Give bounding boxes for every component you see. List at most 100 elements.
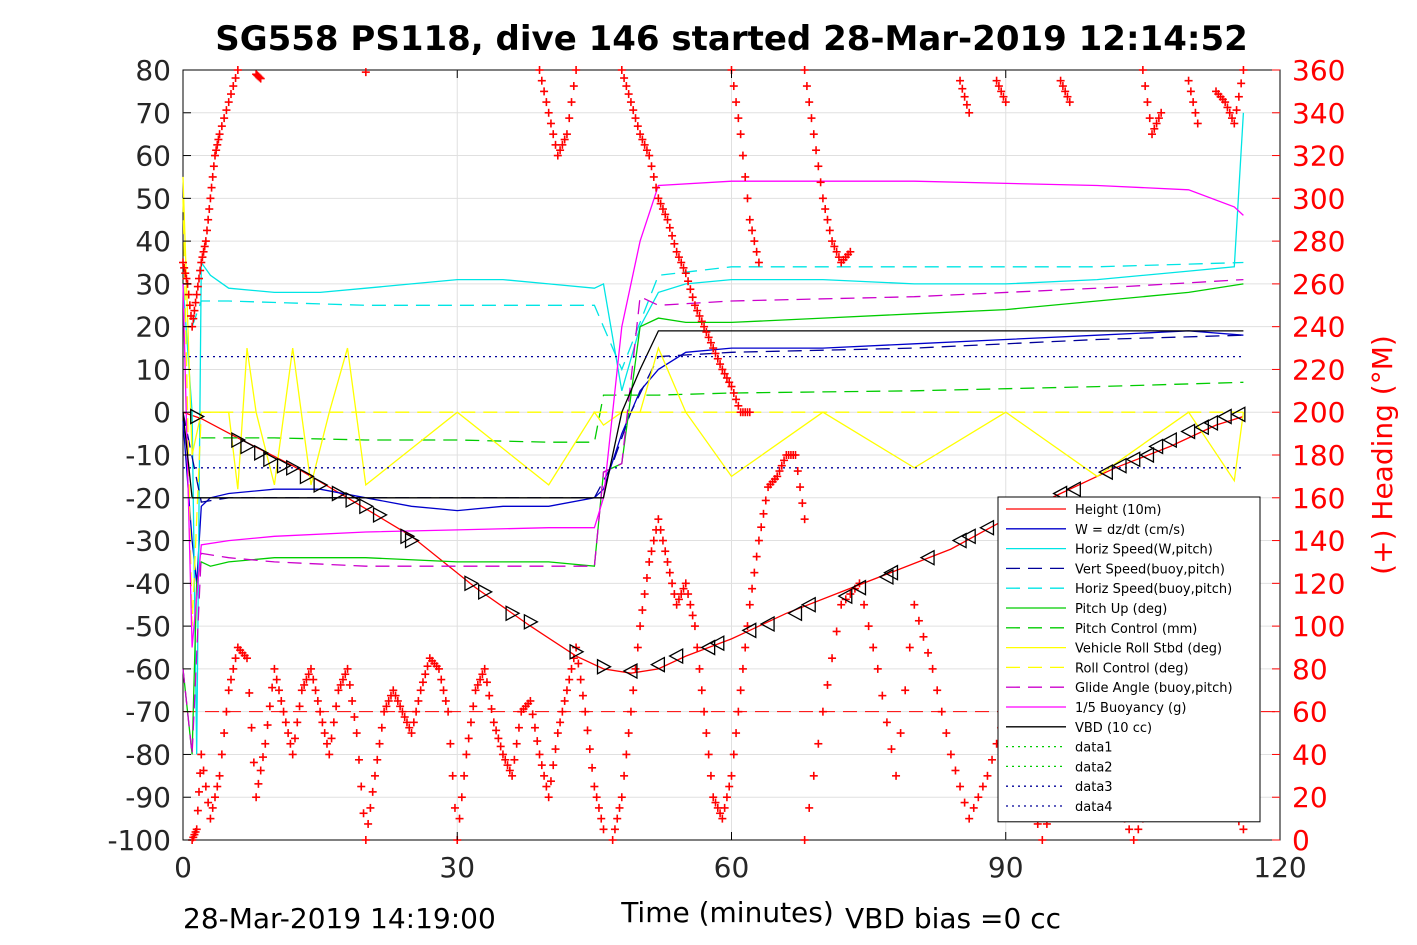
heading-point xyxy=(620,74,629,83)
heading-point xyxy=(617,66,626,74)
triangle-marker xyxy=(240,438,256,455)
heading-point xyxy=(1225,108,1234,117)
heading-point xyxy=(448,771,457,780)
heading-point xyxy=(974,793,983,802)
heading-point xyxy=(750,237,759,246)
y2-tick-label: 300 xyxy=(1292,182,1345,215)
heading-point xyxy=(734,114,743,123)
heading-point xyxy=(199,766,208,775)
heading-point xyxy=(198,253,207,262)
y-tick-label: -40 xyxy=(125,567,171,600)
triangle-marker xyxy=(523,613,539,630)
series-line-4 xyxy=(191,261,1244,372)
y-tick-label: 60 xyxy=(135,140,171,173)
heading-point xyxy=(487,704,496,713)
y2-tick-label: 280 xyxy=(1292,225,1345,258)
heading-point xyxy=(553,729,562,738)
x-tick-label: 30 xyxy=(439,851,475,884)
heading-point xyxy=(421,670,430,679)
heading-point xyxy=(809,771,818,780)
heading-point xyxy=(1186,87,1195,96)
heading-point xyxy=(800,836,809,844)
heading-point xyxy=(583,726,592,735)
y-tick-label: 40 xyxy=(135,225,171,258)
heading-point xyxy=(800,515,809,524)
heading-point xyxy=(665,568,674,577)
triangle-marker xyxy=(286,459,302,476)
heading-point xyxy=(439,686,448,695)
heading-point xyxy=(969,803,978,812)
y2-tick-label: 220 xyxy=(1292,353,1345,386)
heading-point xyxy=(1189,98,1198,107)
triangle-marker xyxy=(359,498,375,515)
heading-point xyxy=(1232,106,1241,115)
heading-point xyxy=(910,600,919,609)
heading-point xyxy=(258,753,267,762)
heading-point xyxy=(647,547,656,556)
series-line-1 xyxy=(182,330,1244,584)
heading-point xyxy=(677,590,686,599)
heading-point xyxy=(492,726,501,735)
heading-point xyxy=(252,793,261,802)
heading-point xyxy=(798,499,807,508)
heading-point xyxy=(290,734,299,743)
heading-point xyxy=(514,723,523,732)
legend-label: Vehicle Roll Stbd (deg) xyxy=(1075,642,1222,657)
heading-point xyxy=(1191,108,1200,117)
heading-point xyxy=(745,408,754,417)
heading-point xyxy=(338,675,347,684)
x-axis-label: Time (minutes) xyxy=(620,896,834,929)
heading-point xyxy=(222,106,231,115)
heading-point xyxy=(816,178,825,187)
heading-point xyxy=(309,675,318,684)
y2-tick-label: 240 xyxy=(1292,311,1345,344)
heading-point xyxy=(997,87,1006,96)
heading-point xyxy=(437,675,446,684)
triangle-marker xyxy=(464,575,480,592)
heading-point xyxy=(965,814,974,823)
heading-point xyxy=(462,750,471,759)
heading-point xyxy=(542,98,551,107)
triangle-marker xyxy=(1193,419,1209,436)
heading-point xyxy=(1152,119,1161,128)
heading-point xyxy=(672,247,681,256)
heading-point xyxy=(191,298,200,307)
triangle-marker xyxy=(276,457,292,474)
heading-point xyxy=(732,395,741,404)
heading-point xyxy=(645,557,654,566)
heading-point xyxy=(901,686,910,695)
heading-point xyxy=(279,707,288,716)
heading-point xyxy=(482,678,491,687)
heading-point xyxy=(1157,108,1166,117)
heading-point xyxy=(588,763,597,772)
heading-point xyxy=(654,194,663,203)
heading-point xyxy=(823,680,832,689)
heading-point xyxy=(196,266,205,275)
heading-point xyxy=(754,258,763,267)
heading-point xyxy=(716,809,725,818)
heading-point xyxy=(814,739,823,748)
heading-point xyxy=(416,686,425,695)
heading-point xyxy=(626,98,635,107)
heading-point xyxy=(649,536,658,545)
heading-point xyxy=(633,643,642,652)
heading-point xyxy=(200,242,209,251)
heading-point xyxy=(560,696,569,705)
heading-point xyxy=(896,729,905,738)
heading-point xyxy=(725,378,734,387)
heading-point xyxy=(800,66,809,74)
heading-point xyxy=(242,654,251,663)
heading-point xyxy=(423,662,432,671)
heading-point xyxy=(220,729,229,738)
triangle-marker xyxy=(1125,451,1141,468)
heading-point xyxy=(1061,87,1070,96)
heading-point xyxy=(220,114,229,123)
heading-point xyxy=(180,263,189,272)
heading-point xyxy=(192,290,201,299)
heading-point xyxy=(288,750,297,759)
heading-point xyxy=(202,226,211,235)
heading-point xyxy=(729,82,738,91)
heading-point xyxy=(686,600,695,609)
heading-point xyxy=(652,183,661,192)
heading-point xyxy=(830,242,839,251)
